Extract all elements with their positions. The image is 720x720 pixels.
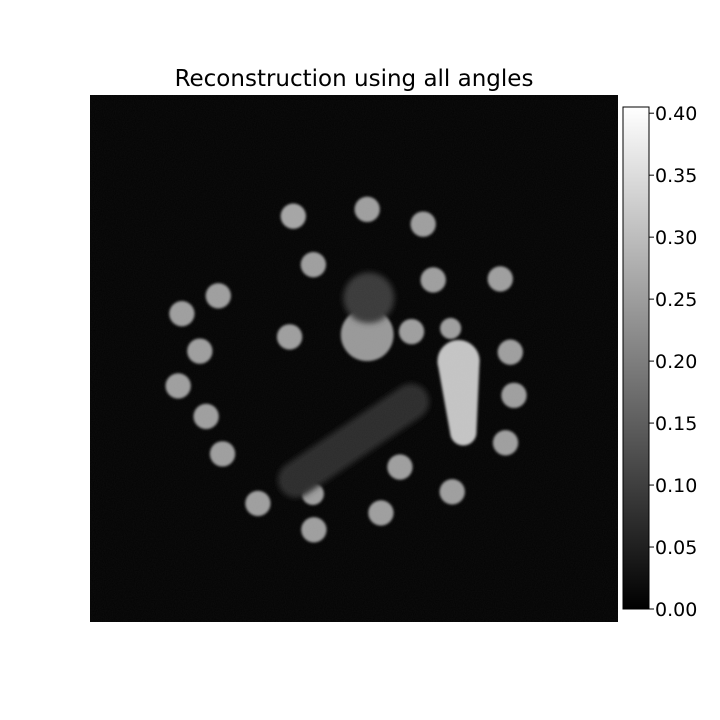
image-noise xyxy=(90,95,618,622)
colorbar-tick-label: 0.25 xyxy=(655,289,697,311)
colorbar-tick-label: 0.05 xyxy=(655,537,697,559)
colorbar-tick-label: 0.00 xyxy=(655,599,697,621)
colorbar-tick-label: 0.35 xyxy=(655,165,697,187)
chart-title: Reconstruction using all angles xyxy=(174,66,534,92)
colorbar-tick-label: 0.10 xyxy=(655,475,697,497)
reconstruction-image xyxy=(90,95,618,622)
colorbar-gradient xyxy=(622,106,650,610)
colorbar-tick-label: 0.15 xyxy=(655,413,697,435)
colorbar-tick-label: 0.40 xyxy=(655,103,697,125)
colorbar-tick-label: 0.20 xyxy=(655,351,697,373)
colorbar-tick-label: 0.30 xyxy=(655,227,697,249)
